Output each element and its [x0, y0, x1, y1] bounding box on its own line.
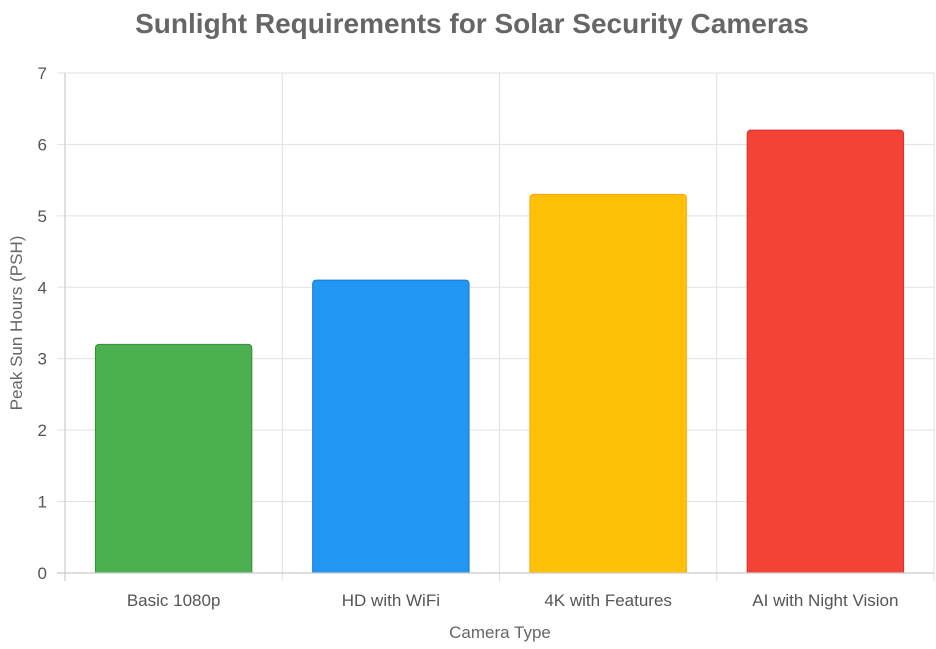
y-tick-label: 2 — [38, 421, 47, 440]
y-tick-label: 7 — [38, 64, 47, 83]
y-tick-label: 5 — [38, 207, 47, 226]
x-tick-label: 4K with Features — [544, 591, 672, 610]
x-tick-label: HD with WiFi — [342, 591, 440, 610]
y-axis-label: Peak Sun Hours (PSH) — [7, 236, 26, 411]
y-tick-label: 0 — [38, 564, 47, 583]
y-tick-label: 3 — [38, 350, 47, 369]
bar-basic-1080p[interactable] — [94, 343, 253, 574]
y-tick-label: 1 — [38, 493, 47, 512]
x-axis-label: Camera Type — [449, 623, 551, 642]
axes — [57, 73, 934, 581]
chart-title: Sunlight Requirements for Solar Security… — [135, 8, 809, 39]
bar-ai-with-night-vision[interactable] — [746, 129, 905, 574]
bars — [94, 129, 905, 574]
x-tick-labels: Basic 1080p HD with WiFi 4K with Features A… — [127, 591, 899, 610]
y-tick-labels: 0 1 2 3 4 5 6 7 — [38, 64, 47, 583]
y-tick-label: 4 — [38, 278, 47, 297]
x-tick-label: Basic 1080p — [127, 591, 221, 610]
bar-4k-with-features[interactable] — [529, 193, 687, 574]
y-tick-label: 6 — [38, 135, 47, 154]
bar-hd-with-wifi[interactable] — [312, 279, 470, 574]
x-tick-label: AI with Night Vision — [752, 591, 898, 610]
